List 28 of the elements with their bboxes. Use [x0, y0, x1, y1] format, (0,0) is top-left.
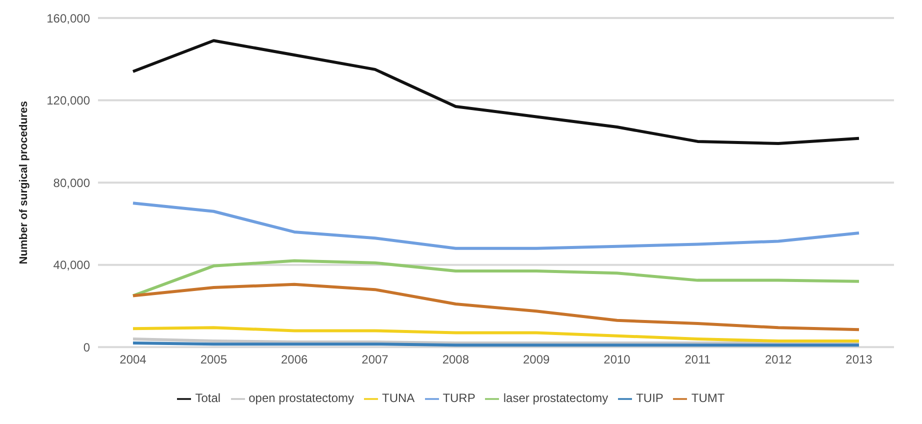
y-tick-label: 160,000 — [46, 11, 90, 26]
x-tick-label: 2010 — [604, 352, 631, 367]
legend-label: Total — [195, 391, 221, 406]
y-axis-title: Number of surgical procedures — [18, 100, 30, 264]
x-tick-label: 2008 — [442, 352, 470, 367]
line-series — [132, 282, 860, 332]
y-tick-label: 120,000 — [46, 94, 90, 108]
legend-label: TUNA — [382, 391, 415, 406]
legend-label: TUIP — [636, 391, 664, 406]
x-tick-label: 2009 — [522, 352, 550, 367]
y-tick-label: 0 — [83, 340, 90, 354]
line-series — [132, 326, 860, 342]
x-tick-label: 2007 — [362, 352, 389, 367]
y-tick-label: 80,000 — [53, 176, 90, 190]
x-tick-label: 2012 — [764, 352, 792, 367]
x-tick-label: 2011 — [684, 352, 711, 367]
line-series — [132, 259, 860, 298]
y-tick-label: 40,000 — [53, 258, 90, 272]
legend-label: TUMT — [691, 391, 725, 406]
line-series — [132, 202, 860, 250]
x-tick-label: 2013 — [846, 352, 873, 367]
line-series — [132, 39, 860, 145]
x-tick-label: 2005 — [200, 352, 228, 367]
legend-label: open prostatectomy — [248, 391, 354, 406]
legend-label: laser prostatectomy — [503, 391, 608, 406]
x-tick-label: 2006 — [280, 352, 308, 367]
legend-label: TURP — [442, 391, 476, 406]
x-tick-label: 2004 — [120, 352, 147, 367]
